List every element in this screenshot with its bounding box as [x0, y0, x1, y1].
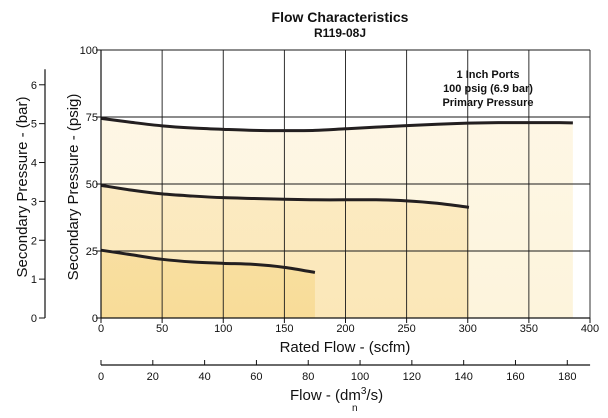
x-tick-label-400: 400: [581, 323, 599, 335]
y-tick-label-0: 0: [92, 313, 98, 325]
annotation-line-1: 1 Inch Ports: [457, 69, 520, 81]
y-tick-label-75: 75: [86, 112, 98, 124]
secondary-x-tick-label-160: 160: [506, 371, 524, 383]
secondary-y-tick-label-5: 5: [31, 119, 37, 131]
x-tick-label-150: 150: [275, 323, 293, 335]
secondary-x-tick-label-20: 20: [147, 371, 159, 383]
secondary-x-title-main: Flow - (dm: [290, 387, 361, 404]
secondary-x-tick-label-100: 100: [351, 371, 369, 383]
secondary-y-tick-label-1: 1: [31, 274, 37, 286]
secondary-y-tick-label-2: 2: [31, 235, 37, 247]
x-tick-label-200: 200: [336, 323, 354, 335]
x-tick-label-250: 250: [397, 323, 415, 335]
secondary-y-axis-title: Secondary Pressure - (bar): [14, 97, 31, 278]
y-axis-title: Secondary Pressure - (psig): [65, 94, 82, 281]
x-tick-label-0: 0: [98, 323, 104, 335]
x-tick-label-350: 350: [520, 323, 538, 335]
y-tick-label-50: 50: [86, 179, 98, 191]
secondary-x-tick-label-120: 120: [403, 371, 421, 383]
secondary-x-title-sup: 3: [361, 386, 367, 397]
grid-lines: [101, 49, 591, 318]
y-tick-label-100: 100: [80, 45, 98, 57]
area-fills: [101, 118, 573, 318]
x-tick-label-50: 50: [156, 323, 168, 335]
secondary-x-tick-label-0: 0: [98, 371, 104, 383]
axes: [39, 49, 591, 366]
secondary-x-axis-title: Flow - (dm3/s): [290, 386, 383, 404]
secondary-y-tick-label-6: 6: [31, 80, 37, 92]
curve-1: [100, 116, 573, 133]
chart-subtitle: R119-08J: [314, 26, 366, 40]
chart-title: Flow Characteristics: [272, 9, 409, 25]
secondary-x-title-end: /s): [366, 387, 383, 404]
y-tick-label-25: 25: [86, 246, 98, 258]
secondary-x-tick-label-40: 40: [198, 371, 210, 383]
x-axis-title: Rated Flow - (scfm): [280, 339, 411, 356]
curves: [100, 116, 573, 274]
secondary-y-tick-label-0: 0: [31, 313, 37, 325]
x-tick-label-300: 300: [459, 323, 477, 335]
secondary-x-tick-label-140: 140: [454, 371, 472, 383]
secondary-x-tick-label-180: 180: [558, 371, 576, 383]
secondary-y-tick-label-3: 3: [31, 196, 37, 208]
secondary-x-tick-label-60: 60: [250, 371, 262, 383]
curve-3: [100, 248, 316, 274]
annotation-line-2: 100 psig (6.9 bar): [443, 83, 533, 95]
annotation-line-3: Primary Pressure: [442, 97, 533, 109]
curve-2: [100, 183, 470, 209]
area-fill-3: [101, 250, 315, 318]
x-tick-label-100: 100: [214, 323, 232, 335]
secondary-x-tick-label-80: 80: [302, 371, 314, 383]
secondary-x-title-sub: n: [352, 403, 358, 413]
secondary-y-tick-label-4: 4: [31, 158, 37, 170]
